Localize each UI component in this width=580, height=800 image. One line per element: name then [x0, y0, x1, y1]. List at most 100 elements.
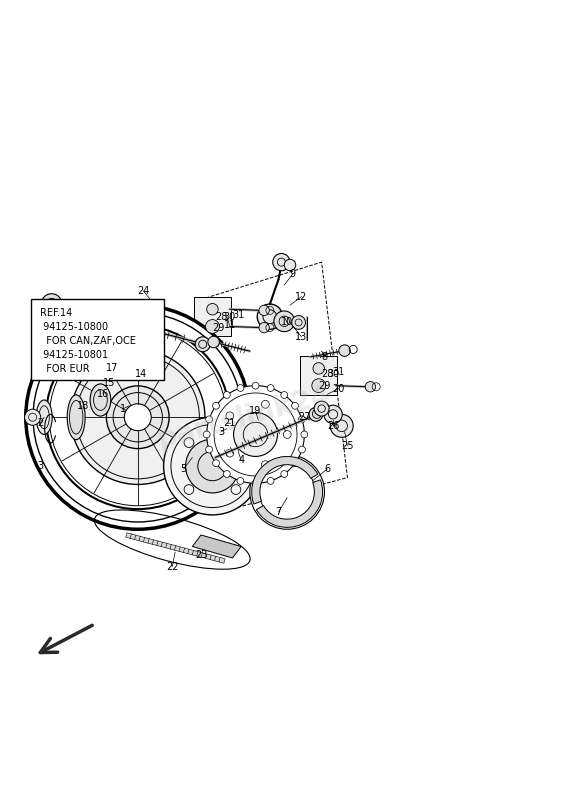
Text: 13: 13 [295, 332, 307, 342]
Circle shape [273, 254, 290, 270]
Circle shape [206, 416, 212, 422]
Text: 10: 10 [281, 318, 293, 327]
Polygon shape [179, 547, 185, 553]
Text: 28: 28 [321, 369, 334, 379]
Circle shape [312, 378, 325, 393]
Polygon shape [130, 534, 136, 540]
Circle shape [267, 385, 274, 391]
Text: 8: 8 [321, 352, 328, 362]
Circle shape [314, 401, 329, 416]
Text: 19: 19 [249, 406, 262, 417]
Text: 29: 29 [212, 323, 224, 333]
Circle shape [206, 303, 218, 315]
Circle shape [284, 259, 296, 270]
Polygon shape [215, 556, 220, 562]
Circle shape [252, 480, 259, 486]
Text: 18: 18 [77, 401, 89, 410]
Text: 22: 22 [166, 562, 179, 571]
FancyBboxPatch shape [194, 297, 231, 336]
Text: 4: 4 [238, 455, 244, 466]
Circle shape [252, 382, 259, 389]
Circle shape [186, 439, 240, 493]
Polygon shape [166, 543, 172, 549]
Circle shape [301, 431, 308, 438]
Text: 3: 3 [218, 426, 224, 437]
Polygon shape [143, 538, 150, 543]
FancyBboxPatch shape [300, 356, 337, 395]
Circle shape [292, 460, 299, 466]
Text: 11: 11 [223, 320, 236, 330]
Circle shape [206, 446, 212, 453]
Circle shape [299, 416, 306, 422]
Text: 20: 20 [333, 383, 345, 394]
Circle shape [213, 402, 219, 409]
Polygon shape [148, 538, 154, 545]
Circle shape [274, 311, 295, 332]
FancyBboxPatch shape [31, 299, 164, 380]
Polygon shape [197, 551, 203, 558]
Text: 28: 28 [215, 312, 227, 322]
Circle shape [208, 336, 219, 348]
Circle shape [24, 409, 41, 426]
Text: 3: 3 [37, 461, 43, 471]
Polygon shape [175, 546, 181, 551]
Circle shape [213, 460, 219, 466]
Text: 2: 2 [37, 418, 43, 428]
Circle shape [164, 418, 261, 515]
Wedge shape [252, 457, 318, 504]
Text: 17: 17 [106, 363, 118, 374]
Circle shape [203, 431, 210, 438]
Circle shape [330, 414, 353, 438]
Circle shape [324, 405, 342, 423]
Text: 31: 31 [333, 367, 345, 378]
Polygon shape [135, 535, 141, 541]
Circle shape [258, 304, 282, 330]
Circle shape [250, 454, 324, 530]
Text: 14: 14 [135, 369, 147, 379]
Text: 27: 27 [298, 412, 311, 422]
Polygon shape [188, 550, 194, 555]
Text: 25: 25 [341, 441, 354, 451]
Circle shape [205, 319, 219, 334]
Text: 6: 6 [324, 464, 331, 474]
Text: REF.14
 94125-10800
  FOR CAN,ZAF,OCE
 94125-10801
  FOR EUR: REF.14 94125-10800 FOR CAN,ZAF,OCE 94125… [40, 308, 136, 374]
Circle shape [223, 470, 230, 478]
Polygon shape [170, 545, 176, 550]
Circle shape [313, 362, 324, 374]
Text: 16: 16 [97, 390, 110, 399]
Circle shape [281, 470, 288, 478]
Circle shape [41, 294, 62, 314]
Polygon shape [219, 558, 225, 563]
Circle shape [223, 391, 230, 398]
Text: 1: 1 [120, 404, 126, 414]
Circle shape [46, 326, 230, 509]
Ellipse shape [67, 395, 85, 440]
Circle shape [124, 404, 151, 430]
Circle shape [259, 306, 269, 315]
Polygon shape [205, 554, 212, 560]
Polygon shape [193, 550, 198, 556]
Polygon shape [157, 541, 163, 546]
Circle shape [26, 306, 250, 530]
Text: 23: 23 [195, 550, 207, 560]
Polygon shape [139, 536, 145, 542]
Circle shape [292, 315, 306, 330]
Text: 30: 30 [223, 312, 236, 322]
Circle shape [339, 345, 350, 356]
Circle shape [237, 385, 244, 391]
Circle shape [106, 386, 169, 449]
Circle shape [71, 350, 205, 485]
Text: 9: 9 [290, 269, 296, 278]
Wedge shape [256, 480, 322, 527]
Polygon shape [210, 555, 216, 561]
Text: 5: 5 [180, 464, 187, 474]
Text: 26: 26 [327, 421, 339, 431]
Text: 12: 12 [295, 291, 307, 302]
Text: 30: 30 [327, 369, 339, 379]
Text: 29: 29 [318, 381, 331, 390]
Circle shape [292, 402, 299, 409]
Text: 15: 15 [103, 378, 115, 388]
Circle shape [365, 382, 376, 392]
Circle shape [195, 337, 210, 352]
Ellipse shape [90, 384, 111, 416]
